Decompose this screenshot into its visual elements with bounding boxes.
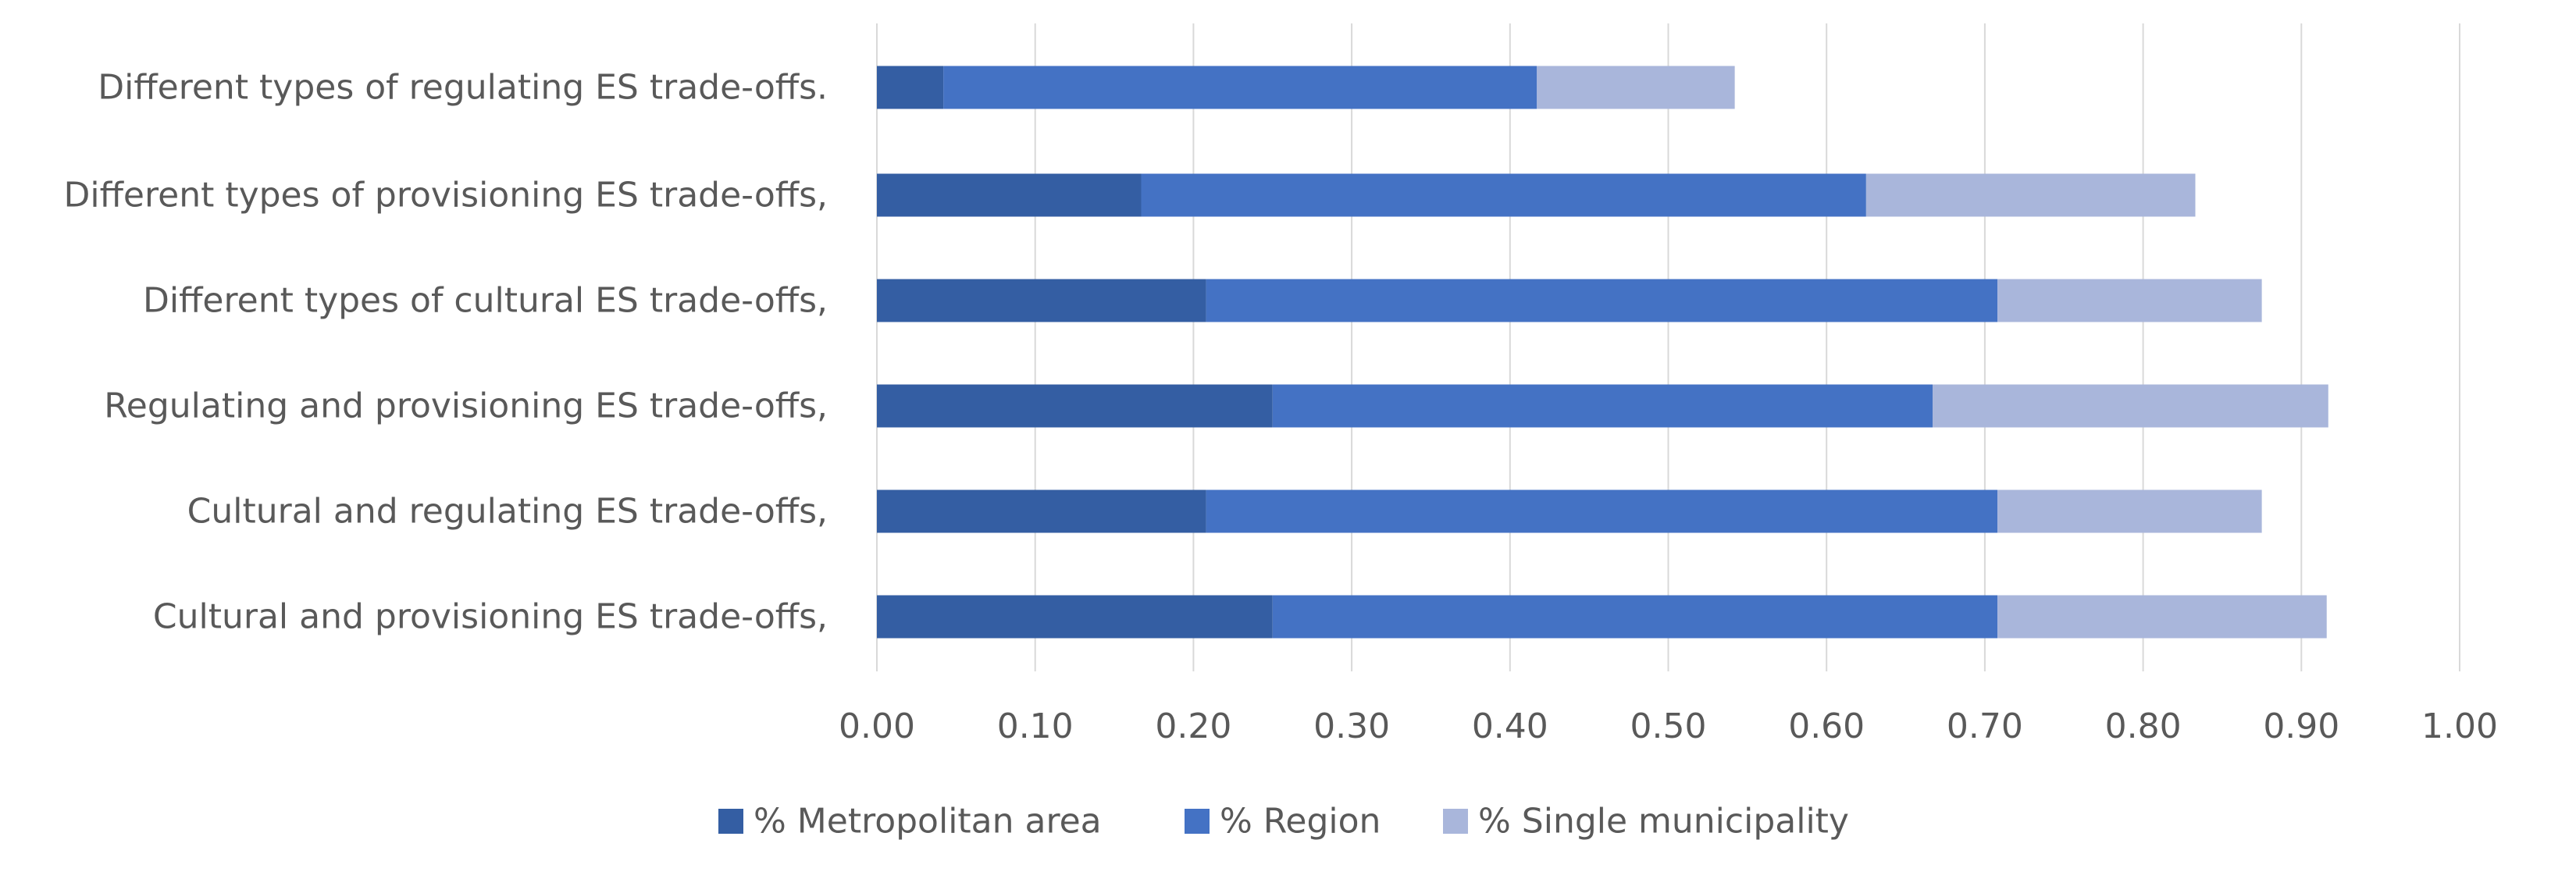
category-label: Cultural and regulating ES trade-offs, xyxy=(187,492,828,532)
legend: % Metropolitan area % Region % Single muni… xyxy=(718,802,1849,842)
category-label: Different types of regulating ES trade-o… xyxy=(98,68,828,108)
gridlines xyxy=(876,23,2460,671)
category-label: Different types of provisioning ES trade… xyxy=(64,176,828,215)
legend-label: % Metropolitan area xyxy=(754,802,1102,842)
x-tick-label: 0.30 xyxy=(1313,706,1390,746)
bar-segment-row0-series1 xyxy=(943,66,1537,109)
x-tick-label: 0.90 xyxy=(2263,706,2339,746)
x-tick-label: 0.80 xyxy=(2105,706,2182,746)
x-tick-label: 0.60 xyxy=(1788,706,1865,746)
bar-segment-row1-series2 xyxy=(1865,173,2196,217)
x-axis-tick-labels: 0.00 0.10 0.20 0.30 0.40 0.50 0.60 0.70 0.80 0.90… xyxy=(839,706,2498,746)
bar-segment-row2-series1 xyxy=(1206,279,1998,322)
legend-label: % Single municipality xyxy=(1478,802,1849,842)
bar-segment-row0-series0 xyxy=(877,66,944,109)
bar-segment-row3-series0 xyxy=(877,384,1273,428)
bar-segment-row1-series1 xyxy=(1141,173,1866,217)
legend-swatch-series2 xyxy=(1443,809,1468,834)
x-tick-label: 0.50 xyxy=(1630,706,1707,746)
bar-segment-row5-series2 xyxy=(1997,595,2327,639)
bar-segment-row2-series2 xyxy=(1997,279,2262,322)
bar-segment-row4-series0 xyxy=(877,489,1206,533)
x-tick-label: 0.70 xyxy=(1947,706,2023,746)
category-labels: Different types of regulating ES trade-o… xyxy=(64,68,828,637)
bar-segment-row4-series2 xyxy=(1997,489,2262,533)
x-tick-label: 0.00 xyxy=(839,706,915,746)
bar-segment-row4-series1 xyxy=(1206,489,1998,533)
bar-segment-row5-series1 xyxy=(1272,595,1998,639)
category-label: Regulating and provisioning ES trade-off… xyxy=(104,386,828,426)
x-tick-label: 0.40 xyxy=(1472,706,1548,746)
bar-segment-row3-series1 xyxy=(1272,384,1933,428)
bar-segment-row3-series2 xyxy=(1933,384,2328,428)
bar-segment-row0-series2 xyxy=(1537,66,1735,109)
x-tick-label: 1.00 xyxy=(2421,706,2498,746)
x-tick-label: 0.20 xyxy=(1155,706,1231,746)
x-tick-label: 0.10 xyxy=(997,706,1074,746)
bar-segment-row2-series0 xyxy=(877,279,1206,322)
bar-segment-row1-series0 xyxy=(877,173,1142,217)
bar-segment-row5-series0 xyxy=(877,595,1273,639)
bar-area xyxy=(877,66,2328,639)
legend-swatch-series0 xyxy=(718,809,743,834)
category-label: Different types of cultural ES trade-off… xyxy=(143,281,828,321)
legend-swatch-series1 xyxy=(1185,809,1210,834)
legend-label: % Region xyxy=(1220,802,1381,842)
category-label: Cultural and provisioning ES trade-offs, xyxy=(153,597,828,637)
